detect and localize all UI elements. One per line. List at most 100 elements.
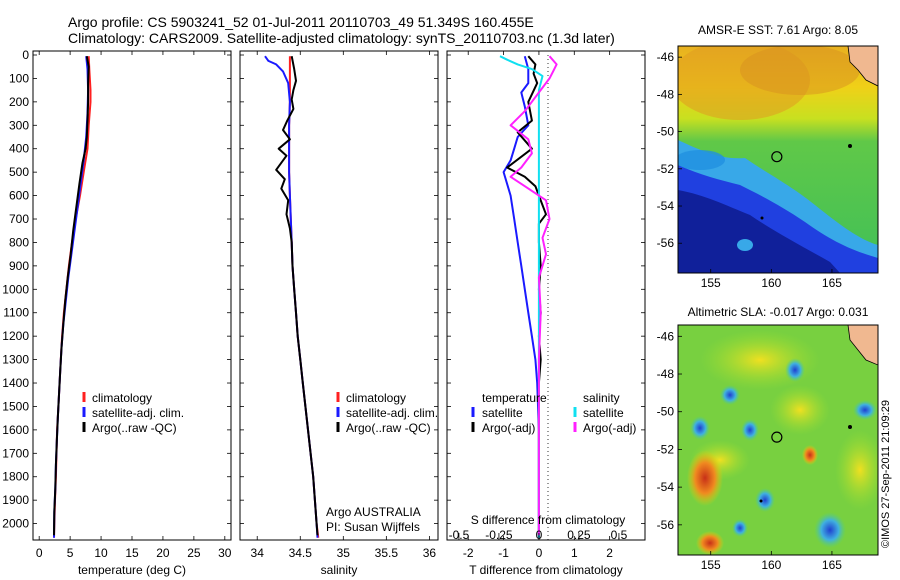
salinity-xlabel: salinity (321, 563, 358, 577)
difference-top-label: S difference from climatology (471, 513, 626, 527)
map-y-tick-label: -50 (657, 405, 675, 419)
top-tick-label: 0 (536, 528, 543, 542)
top-tick-label: -0.5 (449, 528, 470, 542)
sla-map: Altimetric SLA: -0.017 Argo: 0.031 155 16… (657, 305, 879, 572)
depth-tick-label: 1100 (3, 306, 29, 320)
map-x-tick-label: 160 (761, 558, 781, 572)
depth-tick-label: 1500 (2, 399, 29, 413)
x-tick-label: -1 (498, 546, 509, 560)
depth-tick-label: 700 (9, 212, 29, 226)
difference-panel (446, 50, 646, 541)
legend-temp-satellite-label: satellite (482, 406, 523, 420)
temperature-panel (32, 50, 232, 541)
top-tick-label: 0.5 (611, 528, 628, 542)
sla-map-title: Altimetric SLA: -0.017 Argo: 0.031 (688, 305, 869, 319)
salinity-legend: climatology satellite-adj. clim. Argo(..… (336, 391, 438, 435)
header-line1: Argo profile: CS 5903241_52 01-Jul-2011 … (68, 14, 534, 30)
series-argo-raw-qc (275, 56, 319, 536)
depth-tick-label: 1000 (2, 282, 29, 296)
map-x-tick-label: 155 (701, 558, 721, 572)
x-tick-label: 20 (156, 546, 170, 560)
x-tick-label: 2 (606, 546, 613, 560)
legend-temperature-header: temperature (482, 391, 547, 405)
depth-tick-label: 1900 (2, 493, 29, 507)
map-y-tick-label: -50 (657, 125, 675, 139)
sla-map-frame (677, 324, 879, 556)
depth-tick-label: 600 (9, 189, 29, 203)
x-tick-label: 15 (125, 546, 139, 560)
temperature-legend: climatology satellite-adj. clim. Argo(..… (82, 391, 184, 435)
difference-series (499, 55, 558, 538)
legend-sal-argo-label: Argo(-adj) (583, 421, 636, 435)
map-y-tick-label: -46 (657, 329, 675, 343)
x-tick-label: 25 (187, 546, 201, 560)
legend-satellite-label: satellite-adj. clim. (92, 406, 184, 420)
series-argo-raw-qc (53, 56, 90, 536)
x-tick-label: -2 (463, 546, 474, 560)
sst-map-title: AMSR-E SST: 7.61 Argo: 8.05 (698, 23, 858, 37)
depth-axis: 0 100 200 300 400 500 600 700 800 900 1000 1100 1200… (2, 48, 645, 531)
map-x-tick-label: 160 (761, 276, 781, 290)
depth-tick-label: 0 (22, 48, 29, 62)
salinity-series (264, 55, 320, 538)
difference-xlabel: T difference from climatology (469, 563, 623, 577)
top-tick-label: -0.25 (485, 528, 513, 542)
legend-argo-label: Argo(..raw -QC) (92, 421, 177, 435)
series-salinity-argo-adj (509, 55, 558, 536)
credit-text: ©IMOS 27-Sep-2011 21:09:29 (880, 400, 892, 548)
depth-tick-label: 100 (9, 71, 29, 85)
depth-tick-label: 300 (9, 118, 29, 132)
sla-map-axes: 155 160 165 -46 -48 -50 -52 -54 -56 (657, 329, 843, 572)
map-x-tick-label: 165 (822, 276, 842, 290)
legend-satellite-label: satellite-adj. clim. (346, 406, 438, 420)
map-x-tick-label: 165 (822, 558, 842, 572)
depth-tick-label: 500 (9, 165, 29, 179)
depth-tick-label: 1400 (2, 376, 29, 390)
map-y-tick-label: -46 (657, 50, 675, 64)
depth-tick-label: 900 (9, 259, 29, 273)
depth-tick-label: 1800 (2, 470, 29, 484)
sst-map-axes: 155 160 165 -46 -48 -50 -52 -54 -56 (657, 50, 843, 290)
difference-axes-frame (446, 50, 646, 541)
legend-salinity-header: salinity (583, 391, 620, 405)
sst-map-frame (677, 45, 879, 274)
depth-tick-label: 1700 (2, 446, 29, 460)
salinity-difference-x-axis: -0.5 -0.25 0 0.25 0.5 (449, 528, 628, 542)
legend-climatology-label: climatology (92, 391, 152, 405)
depth-tick-label: 1300 (2, 353, 29, 367)
difference-legend: temperature salinity satellite Argo(-adj… (471, 391, 636, 435)
difference-x-axis: -2 -1 0 1 2 (463, 51, 613, 560)
x-tick-label: 36 (423, 546, 437, 560)
map-y-tick-label: -48 (657, 87, 675, 101)
map-y-tick-label: -54 (657, 480, 675, 494)
x-tick-label: 35.5 (375, 546, 399, 560)
top-tick-label: 0.25 (567, 528, 591, 542)
series-salinity-satellite (499, 55, 544, 538)
map-y-tick-label: -54 (657, 199, 675, 213)
legend-sal-satellite-label: satellite (583, 406, 624, 420)
argo-position-marker (771, 151, 783, 163)
map-y-tick-label: -52 (657, 442, 675, 456)
x-tick-label: 30 (218, 546, 232, 560)
map-x-tick-label: 155 (701, 276, 721, 290)
x-tick-label: 0 (536, 546, 543, 560)
salinity-axes-frame (239, 50, 439, 541)
x-tick-label: 0 (36, 546, 43, 560)
map-y-tick-label: -52 (657, 162, 675, 176)
pi-annotation: PI: Susan Wijffels (326, 520, 420, 534)
depth-tick-label: 2000 (2, 517, 29, 531)
temperature-axes-frame (32, 50, 232, 541)
temperature-x-axis: 0 5 10 15 20 25 30 (36, 51, 232, 560)
sst-map: AMSR-E SST: 7.61 Argo: 8.05 155 160 165 -46… (657, 23, 879, 290)
x-tick-label: 10 (94, 546, 108, 560)
x-tick-label: 35 (337, 546, 351, 560)
sla-field (678, 325, 878, 555)
legend-climatology-label: climatology (346, 391, 406, 405)
header-line2: Climatology: CARS2009. Satellite-adjuste… (68, 30, 615, 46)
depth-tick-label: 1600 (2, 423, 29, 437)
depth-tick-label: 800 (9, 235, 29, 249)
legend-temp-argo-label: Argo(-adj) (482, 421, 535, 435)
x-tick-label: 5 (67, 546, 74, 560)
series-temperature-satellite (502, 55, 540, 538)
